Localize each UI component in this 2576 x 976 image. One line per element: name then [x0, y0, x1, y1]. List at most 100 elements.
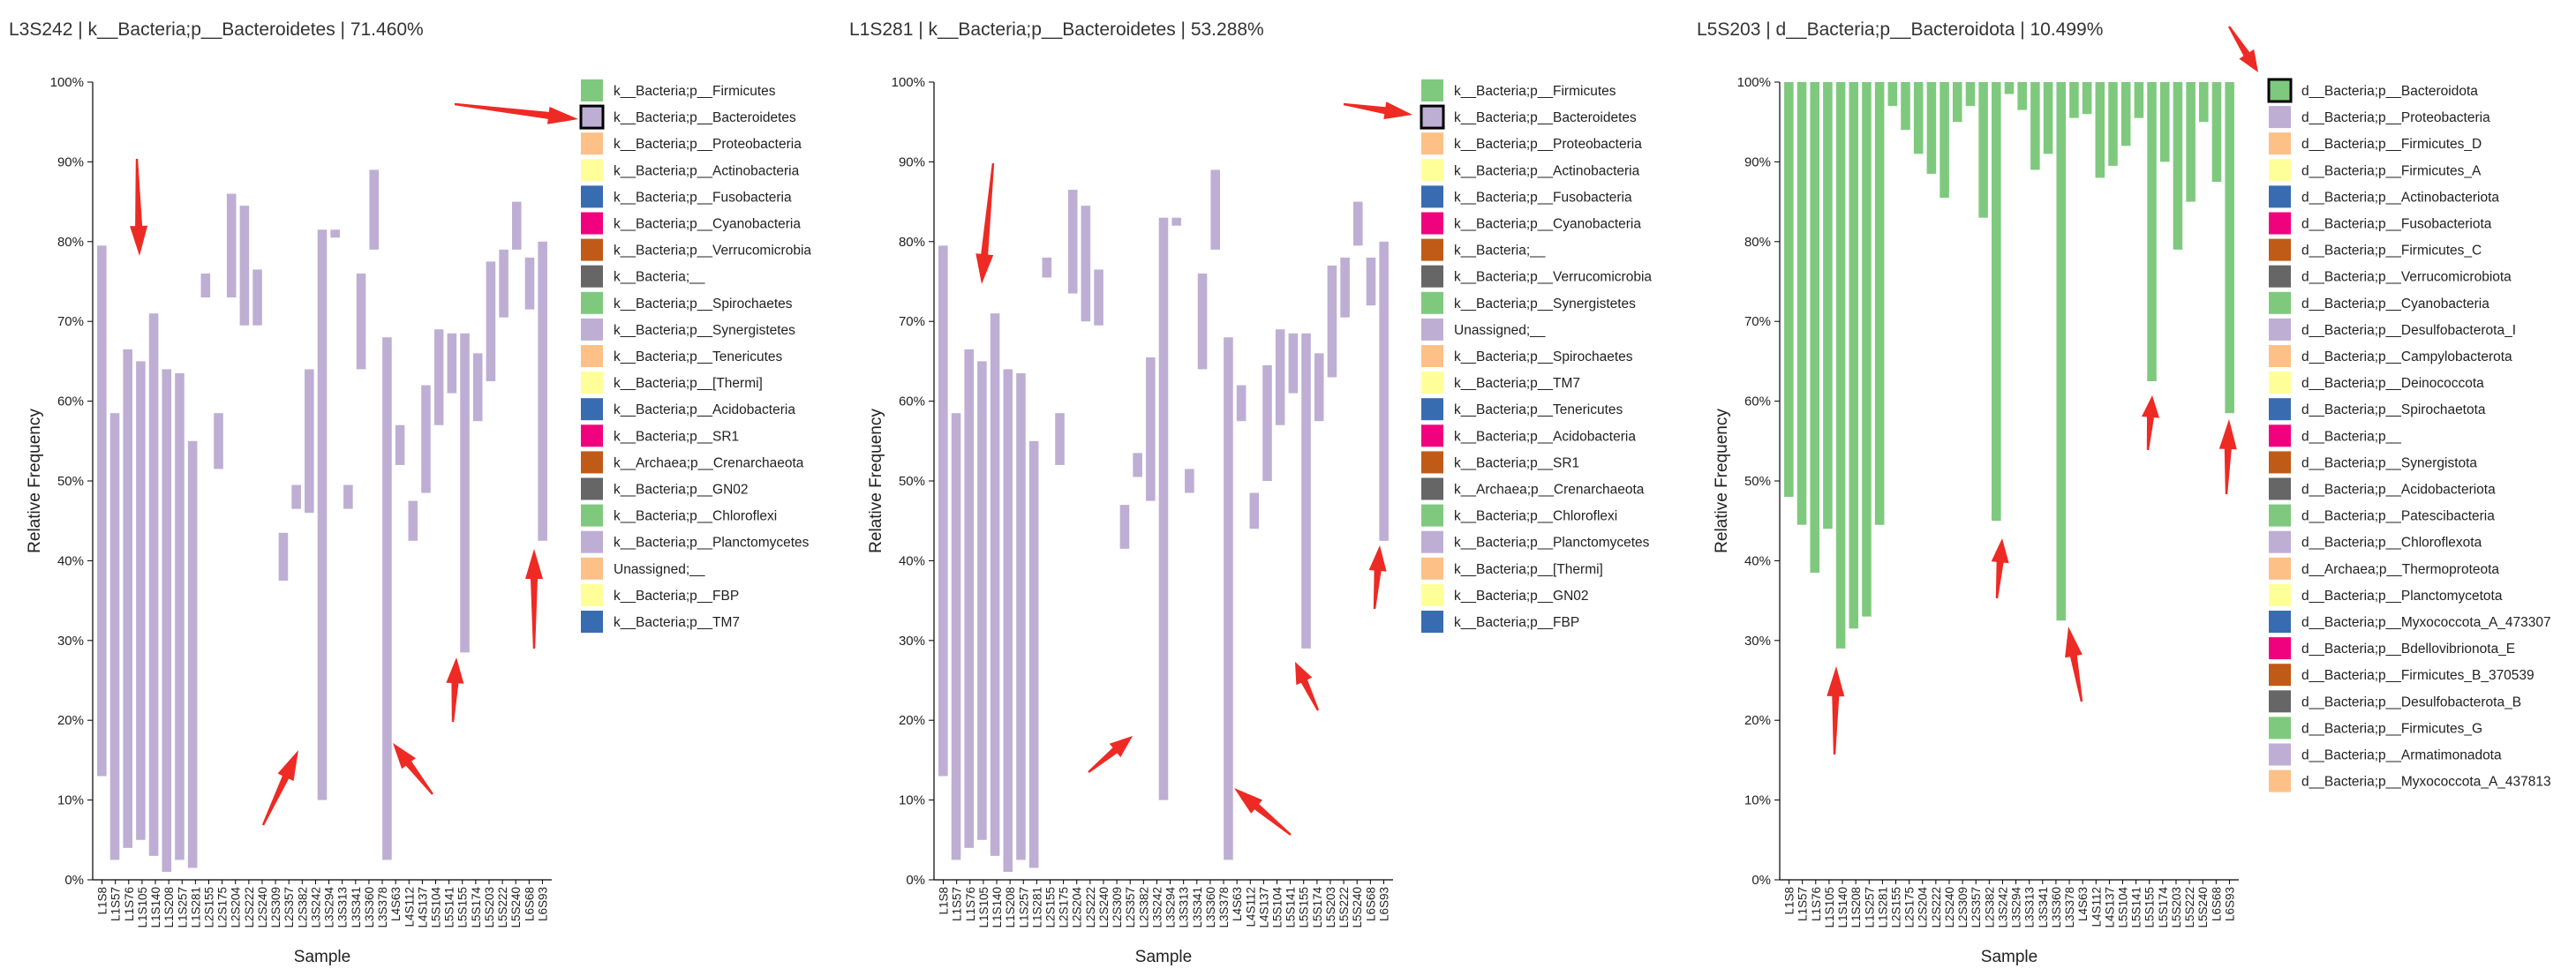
x-tick-label: L5S104 [2117, 887, 2130, 928]
y-tick-label: 100% [1737, 75, 1771, 90]
legend-label: d__Bacteria;p__Planctomycetota [2301, 589, 2503, 604]
bar [317, 229, 328, 800]
legend-swatch [2269, 583, 2291, 606]
bar [990, 313, 1000, 856]
legend-swatch [1420, 104, 1445, 130]
x-tick-label: L3S341 [2037, 887, 2050, 928]
y-tick-label: 90% [1744, 154, 1771, 169]
x-tick-label: L3S378 [1217, 887, 1231, 928]
y-tick-label: 40% [1744, 553, 1771, 568]
red-arrow-annotation [1368, 545, 1387, 610]
x-tick-label: L2S175 [1058, 887, 1071, 928]
bar [252, 269, 262, 326]
x-tick-label: L6S68 [1364, 887, 1377, 921]
legend-label: k__Bacteria;p__Proteobacteria [1454, 137, 1642, 152]
x-tick-label: L5S240 [1351, 887, 1364, 928]
x-tick-label: L5S203 [1324, 887, 1337, 928]
bar [330, 229, 340, 238]
y-tick-label: 30% [899, 634, 925, 649]
bar [291, 484, 301, 509]
bar [1352, 201, 1363, 246]
x-tick-label: L5S222 [1337, 887, 1351, 928]
bar [433, 329, 444, 425]
x-tick-label: L5S141 [443, 887, 456, 928]
legend-label: k__Bacteria;p__Spirochaetes [1454, 349, 1633, 364]
bar [1796, 82, 1807, 525]
legend-swatch [2269, 451, 2291, 474]
legend-label: k__Bacteria;p__Planctomycetes [1454, 536, 1650, 551]
bar [109, 413, 120, 860]
bar [1327, 265, 1337, 378]
legend-swatch [581, 372, 603, 394]
bar [2134, 82, 2144, 118]
bar [239, 206, 250, 326]
x-tick-label: L5S141 [2130, 887, 2143, 928]
bar [1952, 82, 1962, 123]
legend-label: d__Bacteria;p__Verrucomicrobiota [2301, 270, 2512, 285]
red-arrow-annotation [1343, 101, 1412, 120]
legend-label: d__Bacteria;p__Firmicutes_D [2301, 137, 2482, 152]
y-tick-label: 50% [57, 474, 84, 489]
legend-swatch [2269, 345, 2291, 367]
legend-swatch [581, 504, 603, 527]
bar [2082, 82, 2092, 115]
legend-swatch [581, 185, 603, 208]
bar [977, 361, 987, 840]
bar [408, 500, 418, 541]
legend-swatch [2269, 132, 2291, 155]
x-tick-label: L2S155 [1044, 887, 1058, 928]
bar [2108, 82, 2118, 166]
bar [1081, 206, 1091, 322]
legend-label: Unassigned;__ [614, 562, 705, 577]
legend-swatch [1421, 557, 1443, 580]
bar [2030, 82, 2040, 170]
bar [524, 257, 535, 310]
bar [356, 273, 366, 370]
legend-label: k__Bacteria;__ [1454, 244, 1546, 259]
x-tick-label: L1S281 [1876, 887, 1889, 928]
legend-swatch [2269, 530, 2291, 553]
chart-panel-3: 0% 10% 20% 30% 40% 50% 60% 70% 80% 90% 100% Relativ… [1713, 75, 2551, 966]
x-tick-label: L1S105 [1823, 887, 1836, 928]
x-tick-label: L2S382 [1137, 887, 1150, 928]
bar [1055, 413, 1065, 465]
x-tick-label: L2S240 [1943, 887, 1956, 928]
legend-swatch [1421, 611, 1443, 633]
legend-swatch [1421, 265, 1443, 288]
legend-label: d__Bacteria;p__Chloroflexota [2301, 536, 2482, 551]
x-tick-label: L4S112 [403, 887, 416, 927]
legend-label: d__Bacteria;p__Proteobacteria [2301, 110, 2490, 125]
legend-swatch [2269, 398, 2291, 421]
red-arrow-annotation [446, 657, 464, 723]
y-tick-label: 60% [899, 394, 925, 409]
bar [1901, 82, 1910, 131]
legend-swatch [2269, 637, 2291, 660]
legend-label: k__Bacteria;p__Tenericutes [1454, 402, 1623, 417]
bar [1992, 82, 2001, 522]
x-tick-label: L3S313 [2023, 887, 2037, 928]
bar [421, 385, 431, 493]
y-tick-label: 0% [64, 873, 84, 888]
bar [486, 261, 496, 381]
x-tick-label: L3S294 [323, 887, 336, 928]
red-arrow-annotation [1234, 788, 1292, 836]
legend-swatch [2269, 770, 2291, 792]
bar [1067, 190, 1078, 294]
red-arrow-annotation [1088, 736, 1133, 773]
bar [97, 245, 107, 777]
bar [175, 372, 185, 860]
red-arrow-annotation [2228, 26, 2258, 72]
legend-label: d__Bacteria;p__Myxococcota_A_473307 [2301, 615, 2551, 630]
legend-label: k__Archaea;p__Crenarchaeota [614, 455, 804, 470]
red-arrow-annotation [1827, 666, 1845, 755]
chart-title: L1S281 | k__Bacteria;p__Bacteroidetes | … [849, 19, 1264, 40]
red-arrow-annotation [1295, 662, 1320, 711]
x-tick-label: L4S112 [2090, 887, 2103, 927]
bar [123, 349, 133, 848]
bar [1978, 82, 1988, 218]
legend-swatch [2269, 212, 2291, 235]
bar [214, 413, 223, 469]
x-tick-label: L1S76 [964, 887, 977, 921]
bar [1275, 329, 1285, 425]
legend-swatch [581, 265, 603, 288]
